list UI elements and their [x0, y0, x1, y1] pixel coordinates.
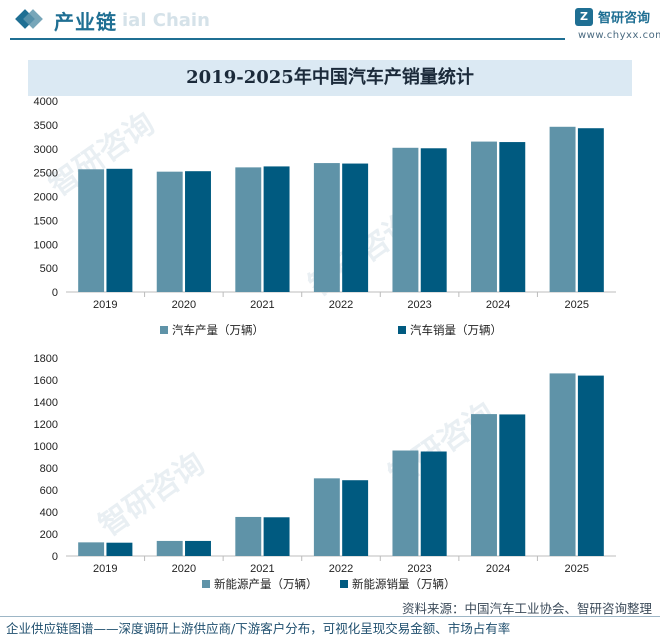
bar-sales	[342, 163, 369, 292]
bar-production	[235, 516, 262, 556]
legend-label: 汽车销量（万辆）	[410, 323, 502, 337]
x-tick-label: 2021	[250, 563, 274, 575]
footer-divider	[0, 616, 660, 617]
bar-production	[471, 141, 497, 292]
y-tick-label: 0	[52, 287, 58, 299]
y-tick-label: 800	[40, 463, 58, 475]
x-tick-label: 2019	[93, 563, 117, 575]
legend-label: 新能源销量（万辆）	[352, 577, 456, 591]
source-note: 资料来源：中国汽车工业协会、智研咨询整理	[401, 601, 652, 616]
bar-sales	[342, 480, 369, 556]
x-tick-label: 2025	[564, 563, 588, 575]
bar-production	[549, 126, 576, 292]
x-tick-label: 2024	[486, 299, 510, 311]
bar-sales	[420, 148, 447, 292]
y-tick-label: 400	[40, 507, 58, 519]
y-tick-label: 4000	[34, 96, 58, 108]
bar-sales	[263, 166, 290, 292]
y-tick-label: 1000	[34, 239, 58, 251]
bar-sales	[499, 414, 526, 556]
logo-icon: Z	[575, 8, 593, 26]
y-tick-label: 1500	[34, 215, 58, 227]
logo-name: 智研咨询	[598, 11, 651, 26]
footer-tagline: 企业供应链图谱——深度调研上游供应商/下游客户分布，可视化呈现交易金额、市场占有…	[6, 621, 511, 636]
bar-production	[392, 147, 419, 292]
y-tick-label: 200	[40, 529, 58, 541]
page-header: 产业链 ial Chain Z 智研咨询 www.chyxx.com	[0, 0, 660, 42]
y-tick-label: 1400	[34, 397, 58, 409]
x-tick-label: 2024	[486, 563, 510, 575]
bar-sales	[106, 542, 133, 556]
y-tick-label: 1200	[34, 419, 58, 431]
legend-swatch	[202, 580, 210, 588]
bar-sales	[577, 375, 604, 556]
x-tick-label: 2023	[407, 299, 431, 311]
nev-production-sales-chart: 0 200 400 600 800 1000 1200 1400 1600 1800 2019 202…	[34, 353, 616, 591]
page-footer: 资料来源：中国汽车工业协会、智研咨询整理 企业供应链图谱——深度调研上游供应商/…	[0, 596, 660, 640]
x-tick-label: 2022	[329, 563, 353, 575]
header-divider	[10, 38, 565, 40]
legend-swatch	[160, 326, 168, 334]
bar-production	[156, 540, 183, 556]
y-tick-label: 2000	[34, 192, 58, 204]
bar-production	[313, 478, 340, 556]
x-tick-label: 2021	[250, 299, 274, 311]
y-tick-label: 2500	[34, 168, 58, 180]
bar-sales	[106, 168, 133, 292]
y-tick-label: 1000	[34, 441, 58, 453]
bar-production	[313, 163, 340, 292]
logo-url: www.chyxx.com	[578, 30, 660, 41]
bar-production	[78, 169, 105, 292]
y-tick-label: 1600	[34, 375, 58, 387]
y-tick-label: 600	[40, 485, 58, 497]
legend-swatch	[340, 580, 348, 588]
x-tick-label: 2022	[329, 299, 353, 311]
y-tick-label: 1800	[34, 353, 58, 365]
bar-sales	[185, 171, 211, 292]
x-tick-label: 2019	[93, 299, 117, 311]
legend-swatch	[398, 326, 406, 334]
vehicle-production-sales-chart: 0 500 1000 1500 2000 2500 3000 3500 4000 2019 2020…	[34, 96, 616, 337]
x-tick-label: 2020	[172, 563, 196, 575]
legend-label: 新能源产量（万辆）	[214, 577, 318, 591]
y-tick-label: 3500	[34, 120, 58, 132]
bar-sales	[499, 142, 526, 292]
y-tick-label: 3000	[34, 144, 58, 156]
header-ghost-text: ial Chain	[122, 10, 210, 31]
x-tick-label: 2020	[172, 299, 196, 311]
bar-production	[78, 542, 105, 556]
bar-sales	[577, 128, 604, 292]
y-tick-label: 0	[52, 551, 58, 563]
y-tick-label: 500	[40, 263, 58, 275]
chart-title-band: 2019-2025年中国汽车产销量统计	[28, 60, 632, 96]
bar-sales	[185, 540, 211, 556]
bar-production	[235, 167, 262, 292]
bar-sales	[420, 451, 447, 556]
legend-label: 汽车产量（万辆）	[172, 323, 264, 337]
bar-production	[471, 414, 497, 556]
page-title: 产业链	[54, 10, 117, 34]
bar-production	[549, 373, 576, 556]
bar-sales	[263, 517, 290, 556]
x-tick-label: 2025	[564, 299, 588, 311]
x-tick-label: 2023	[407, 563, 431, 575]
chart-title: 2019-2025年中国汽车产销量统计	[186, 67, 474, 88]
bar-production	[392, 450, 419, 556]
bar-production	[156, 171, 183, 292]
